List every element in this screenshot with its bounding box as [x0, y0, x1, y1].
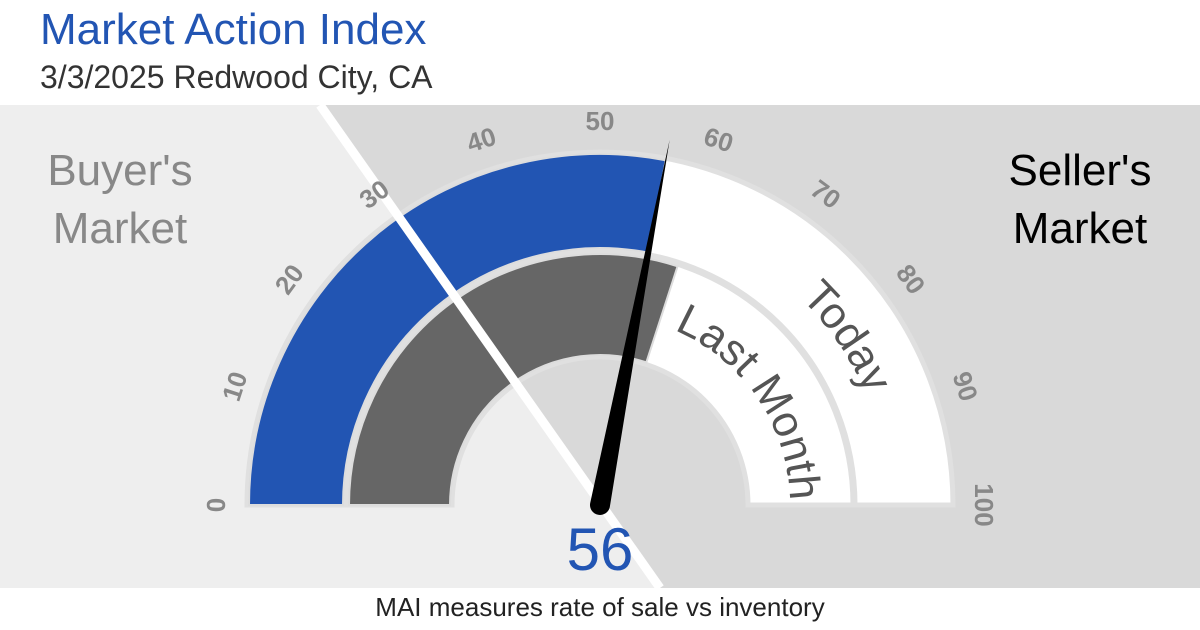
value-label: 56	[567, 516, 634, 583]
chart-subtitle: 3/3/2025 Redwood City, CA	[40, 59, 433, 95]
tick-label: 0	[201, 498, 231, 512]
seller-zone-label: Seller's Market	[1008, 146, 1152, 253]
gauge-bar	[247, 153, 667, 506]
caption: MAI measures rate of sale vs inventory	[375, 592, 824, 622]
needle	[590, 139, 670, 515]
chart-title: Market Action Index	[40, 5, 426, 54]
tick-label: 100	[969, 483, 999, 526]
tick-label: 50	[586, 106, 615, 136]
buyer-zone-label: Buyer's Market	[47, 146, 193, 253]
